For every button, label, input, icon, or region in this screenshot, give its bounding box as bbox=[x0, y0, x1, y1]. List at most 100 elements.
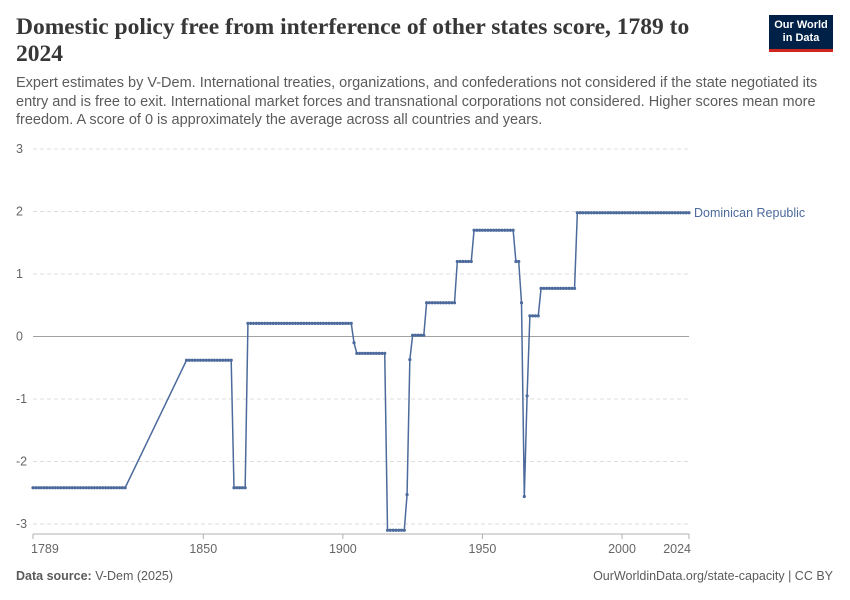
data-point bbox=[645, 211, 649, 215]
data-point bbox=[279, 321, 284, 325]
data-source-value: V-Dem (2025) bbox=[95, 569, 174, 583]
data-point bbox=[639, 211, 644, 215]
data-point bbox=[374, 351, 378, 355]
data-point bbox=[634, 211, 638, 215]
data-point bbox=[511, 228, 515, 232]
data-point bbox=[586, 211, 591, 215]
data-point bbox=[307, 321, 311, 325]
data-point bbox=[282, 321, 286, 325]
data-point bbox=[226, 358, 230, 362]
data-point bbox=[489, 228, 493, 232]
data-point bbox=[73, 486, 77, 490]
data-point bbox=[388, 528, 392, 532]
data-point bbox=[190, 358, 194, 362]
data-point bbox=[592, 211, 596, 215]
y-tick-label: 1 bbox=[16, 267, 23, 281]
data-point bbox=[570, 286, 574, 290]
data-point bbox=[497, 228, 501, 232]
data-point bbox=[662, 211, 666, 215]
data-point bbox=[371, 351, 376, 355]
x-tick-label: 1950 bbox=[469, 542, 497, 556]
data-point bbox=[330, 321, 334, 325]
data-point bbox=[628, 211, 632, 215]
data-point bbox=[514, 259, 518, 264]
data-point bbox=[542, 286, 546, 290]
data-point bbox=[332, 321, 337, 325]
data-point bbox=[34, 486, 38, 490]
data-point bbox=[620, 211, 624, 215]
data-point bbox=[458, 259, 462, 264]
data-point bbox=[335, 321, 339, 325]
data-point bbox=[422, 333, 426, 337]
data-point bbox=[92, 486, 97, 490]
data-point bbox=[346, 321, 351, 325]
data-point bbox=[363, 351, 367, 355]
chart-title: Domestic policy free from interference o… bbox=[16, 14, 690, 67]
source-url-link[interactable]: OurWorldinData.org/state-capacity | CC B… bbox=[593, 569, 833, 583]
data-point bbox=[673, 211, 677, 215]
data-point bbox=[117, 486, 122, 490]
data-point bbox=[444, 301, 448, 305]
data-point bbox=[687, 211, 691, 215]
y-tick-label: 0 bbox=[16, 330, 23, 344]
data-point bbox=[452, 301, 457, 305]
data-point bbox=[112, 486, 116, 490]
series-layer: Dominican Republic bbox=[31, 206, 805, 532]
data-point bbox=[87, 486, 91, 490]
data-point bbox=[198, 358, 203, 362]
data-point bbox=[235, 486, 239, 490]
data-point bbox=[436, 301, 440, 305]
data-point bbox=[327, 321, 331, 325]
data-point bbox=[36, 486, 41, 490]
data-point bbox=[296, 321, 300, 325]
data-point bbox=[338, 321, 342, 325]
y-tick-label: 3 bbox=[16, 142, 23, 156]
grid-layer bbox=[33, 148, 689, 525]
owid-logo[interactable]: Our World in Data bbox=[769, 15, 833, 52]
data-point bbox=[76, 486, 80, 490]
data-point bbox=[612, 211, 616, 215]
data-point bbox=[679, 211, 683, 215]
data-point bbox=[508, 228, 512, 232]
data-point bbox=[399, 528, 404, 532]
data-point bbox=[193, 358, 197, 362]
data-point bbox=[218, 358, 222, 362]
data-point bbox=[450, 301, 454, 305]
y-tick-label: -1 bbox=[16, 392, 27, 406]
data-point bbox=[419, 333, 423, 337]
data-point bbox=[288, 321, 292, 325]
data-point bbox=[681, 211, 686, 215]
data-point bbox=[402, 528, 406, 532]
data-point bbox=[251, 321, 256, 325]
data-point bbox=[575, 211, 579, 215]
data-point bbox=[461, 259, 465, 264]
data-point bbox=[380, 351, 384, 355]
data-point bbox=[500, 228, 504, 232]
data-point bbox=[517, 259, 521, 264]
data-point bbox=[254, 321, 258, 325]
data-point bbox=[475, 228, 479, 232]
x-tick-label: 1850 bbox=[189, 542, 217, 556]
data-point bbox=[45, 486, 49, 490]
data-point bbox=[533, 314, 538, 318]
data-point bbox=[291, 321, 295, 325]
data-point bbox=[224, 358, 228, 362]
data-point bbox=[405, 493, 409, 497]
series-line bbox=[33, 212, 689, 531]
data-point bbox=[265, 321, 270, 325]
data-point bbox=[545, 286, 549, 290]
data-point bbox=[397, 528, 401, 532]
data-point bbox=[106, 486, 110, 490]
data-point bbox=[478, 228, 482, 232]
data-point bbox=[441, 301, 445, 305]
data-point bbox=[285, 321, 289, 325]
data-point bbox=[271, 321, 275, 325]
data-point bbox=[344, 321, 348, 325]
data-point bbox=[572, 286, 577, 290]
data-point bbox=[31, 486, 35, 490]
data-point bbox=[609, 211, 613, 215]
logo-line-1: Our World bbox=[774, 19, 828, 31]
data-point bbox=[232, 486, 236, 490]
data-point bbox=[430, 301, 434, 305]
